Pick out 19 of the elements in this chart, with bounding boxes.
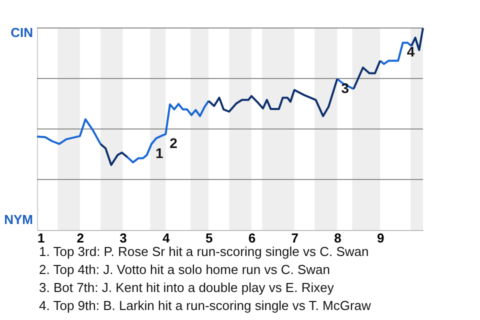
annotation: 3 (341, 80, 350, 96)
text: 2. Top 4th: J. Votto hit a solo home run vs C. Swan (39, 262, 330, 277)
x-tick-label: 5 (205, 230, 213, 246)
x-tick-label: 6 (248, 230, 256, 246)
text: 3. Bot 7th: J. Kent hit into a double play vs E. Rixey (39, 280, 334, 295)
x-tick-label: 3 (120, 230, 127, 246)
x-tick-label: 1 (38, 230, 45, 246)
x-tick-label: 7 (291, 230, 298, 246)
x-tick-label: 4 (162, 230, 171, 246)
x-tick-label: 9 (376, 230, 384, 246)
text: 1. Top 3rd: P. Rose Sr hit a run-scoring single vs C. Swan (39, 244, 369, 259)
text: 4. Top 9th: B. Larkin hit a run-scoring single vs T. McGraw (39, 298, 372, 313)
x-tick-label: 2 (76, 230, 84, 246)
text: CIN (10, 25, 33, 40)
x-tick-label: 8 (334, 230, 342, 246)
annotation: 4 (406, 44, 415, 60)
text: NYM (4, 212, 33, 227)
annotation: 2 (170, 135, 178, 152)
annotation: 1 (156, 144, 164, 161)
